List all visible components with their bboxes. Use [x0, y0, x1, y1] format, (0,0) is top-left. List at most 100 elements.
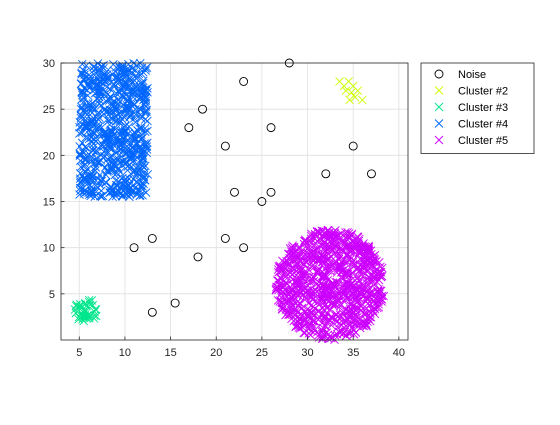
cluster-point — [115, 63, 125, 73]
cluster-point — [84, 150, 94, 159]
cluster-point — [83, 102, 93, 112]
cluster-point — [338, 329, 348, 339]
noise-point — [147, 233, 157, 243]
cluster-point — [357, 301, 366, 311]
cluster-point — [102, 82, 112, 92]
cluster-point — [369, 297, 379, 306]
cluster-point — [112, 72, 121, 82]
cluster-point — [82, 124, 92, 134]
cluster-point — [342, 269, 352, 279]
cluster-point — [348, 292, 358, 302]
cluster-point — [277, 297, 286, 307]
noise-point — [170, 298, 180, 308]
cluster-point — [340, 317, 350, 327]
cluster-point — [350, 310, 359, 320]
cluster-point — [372, 256, 381, 266]
cluster-point — [84, 297, 94, 307]
noise-point — [129, 243, 139, 253]
cluster-point — [135, 191, 145, 201]
cluster-point — [362, 278, 371, 288]
cluster-point — [293, 282, 303, 292]
cluster-point — [354, 249, 364, 258]
cluster-point — [111, 148, 121, 158]
cluster-point — [93, 158, 102, 167]
cluster-point — [314, 277, 324, 287]
cluster-point — [134, 69, 144, 79]
x-tick-label: 30 — [301, 347, 313, 359]
cluster-point — [80, 176, 90, 185]
cluster-point — [286, 285, 296, 295]
cluster-point — [278, 287, 288, 296]
cluster-point — [308, 308, 317, 317]
x-tick-label: 35 — [347, 347, 359, 359]
axis-ticks: 5 10 15 20 25 30 35 40 5 10 15 20 25 30 — [43, 58, 405, 359]
x-tick-label: 5 — [76, 347, 82, 359]
noise-point — [230, 187, 239, 197]
cluster-point — [362, 321, 371, 331]
cluster-point — [123, 165, 132, 175]
cluster-point — [140, 115, 150, 124]
cluster-point — [359, 285, 369, 295]
cluster-point — [79, 153, 89, 162]
cluster-point — [345, 95, 354, 105]
cluster-point — [306, 231, 316, 241]
y-tick-label: 10 — [43, 243, 55, 255]
cluster-point — [97, 176, 107, 186]
cluster-point — [364, 262, 373, 271]
cluster-point — [354, 234, 364, 244]
cluster-point — [97, 123, 107, 132]
cluster-point — [84, 188, 93, 197]
cluster-point — [91, 81, 101, 91]
cluster-point — [142, 142, 151, 151]
cluster-point — [361, 252, 371, 261]
cluster-point — [138, 78, 148, 88]
cluster-point — [310, 304, 320, 313]
cluster-point — [319, 291, 329, 301]
cluster-point — [140, 108, 150, 118]
cluster-point — [81, 306, 91, 316]
cluster-point — [277, 274, 286, 283]
cluster-point — [317, 273, 327, 283]
cluster-point — [83, 80, 92, 90]
legend-entry: Noise — [434, 69, 486, 81]
cluster-point — [125, 111, 135, 120]
cluster-point — [305, 306, 315, 316]
cluster-point — [303, 281, 313, 291]
cluster-point — [344, 231, 354, 241]
cluster-point — [99, 109, 109, 119]
cluster-point — [88, 143, 98, 152]
cluster-point — [106, 183, 116, 192]
cluster-point — [321, 240, 331, 250]
cluster-point — [131, 163, 141, 173]
cluster-point — [141, 64, 151, 73]
cluster-point — [359, 317, 368, 327]
cluster-point — [121, 127, 130, 137]
cluster-point — [366, 312, 376, 322]
cluster-point — [111, 105, 121, 114]
cluster-point — [117, 63, 127, 73]
noise-point — [147, 307, 157, 317]
cluster-point — [322, 295, 332, 305]
cluster-point — [288, 295, 298, 304]
cluster-point — [91, 305, 101, 314]
cluster-point — [81, 107, 90, 117]
cluster-point — [113, 72, 123, 82]
cluster-point — [97, 186, 106, 196]
cluster-point — [373, 286, 382, 296]
cluster-point — [107, 145, 116, 154]
cluster-point — [91, 163, 101, 172]
cluster-point — [346, 320, 356, 329]
cluster-point — [107, 165, 117, 175]
cluster-point — [74, 314, 83, 324]
cluster-point — [318, 257, 328, 267]
cluster-point — [78, 66, 88, 75]
cluster-point — [338, 246, 348, 256]
cluster-point — [111, 112, 121, 121]
cluster-point — [140, 127, 150, 137]
noise-point — [321, 169, 331, 179]
cluster-point — [327, 260, 337, 270]
cluster-point — [312, 327, 322, 337]
cluster-point — [128, 133, 138, 143]
